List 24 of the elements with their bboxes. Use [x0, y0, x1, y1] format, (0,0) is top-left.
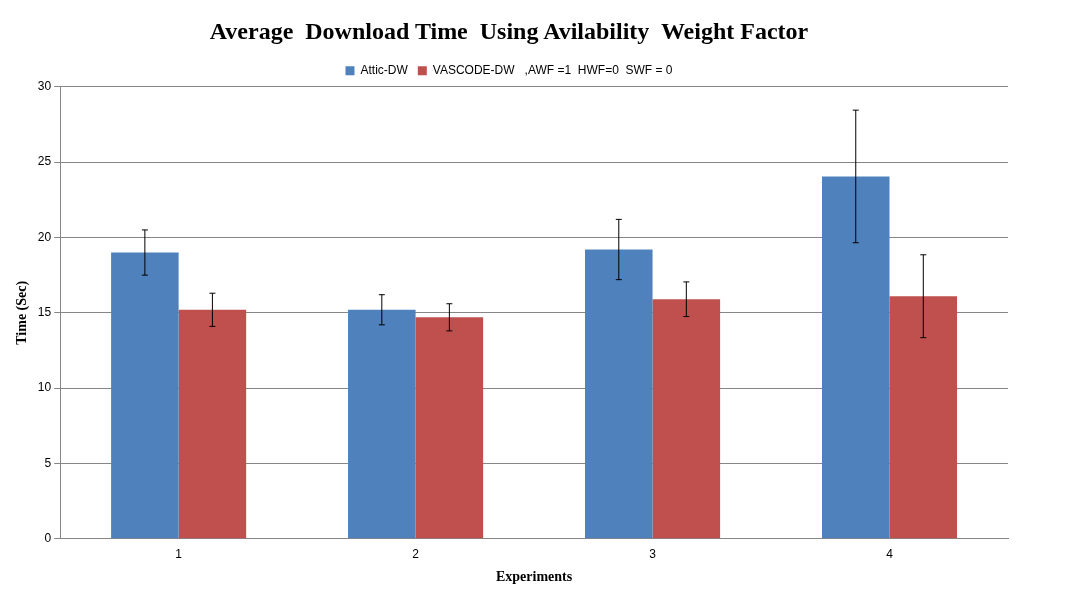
bar — [111, 252, 179, 539]
bar — [889, 296, 958, 539]
y-tick-label: 0 — [44, 531, 52, 546]
bar — [585, 249, 653, 539]
legend-label: Attic-DW — [360, 63, 409, 78]
y-tick-label: 30 — [37, 79, 52, 94]
y-tick-label: 20 — [37, 229, 52, 244]
bar — [415, 317, 484, 539]
y-axis-title: Time (Sec) — [14, 280, 31, 345]
x-tick-label: 2 — [412, 547, 420, 562]
y-tick-label: 10 — [37, 380, 52, 395]
x-axis-title: Experiments — [495, 569, 573, 585]
y-tick-label: 5 — [44, 455, 52, 470]
x-tick-label: 1 — [175, 547, 183, 562]
bar — [178, 309, 247, 539]
y-tick-label: 25 — [37, 154, 52, 169]
x-tick-label: 3 — [649, 547, 657, 562]
legend-label: VASCODE-DW ,AWF =1 HWF=0 SWF = 0 — [432, 63, 673, 78]
bar — [652, 299, 721, 539]
bar — [348, 309, 416, 539]
chart-title: Average Download Time Using Avilability Weight Factor — [209, 17, 809, 44]
x-tick-label: 4 — [886, 547, 894, 562]
y-tick-label: 15 — [37, 305, 52, 320]
bar — [821, 176, 890, 539]
